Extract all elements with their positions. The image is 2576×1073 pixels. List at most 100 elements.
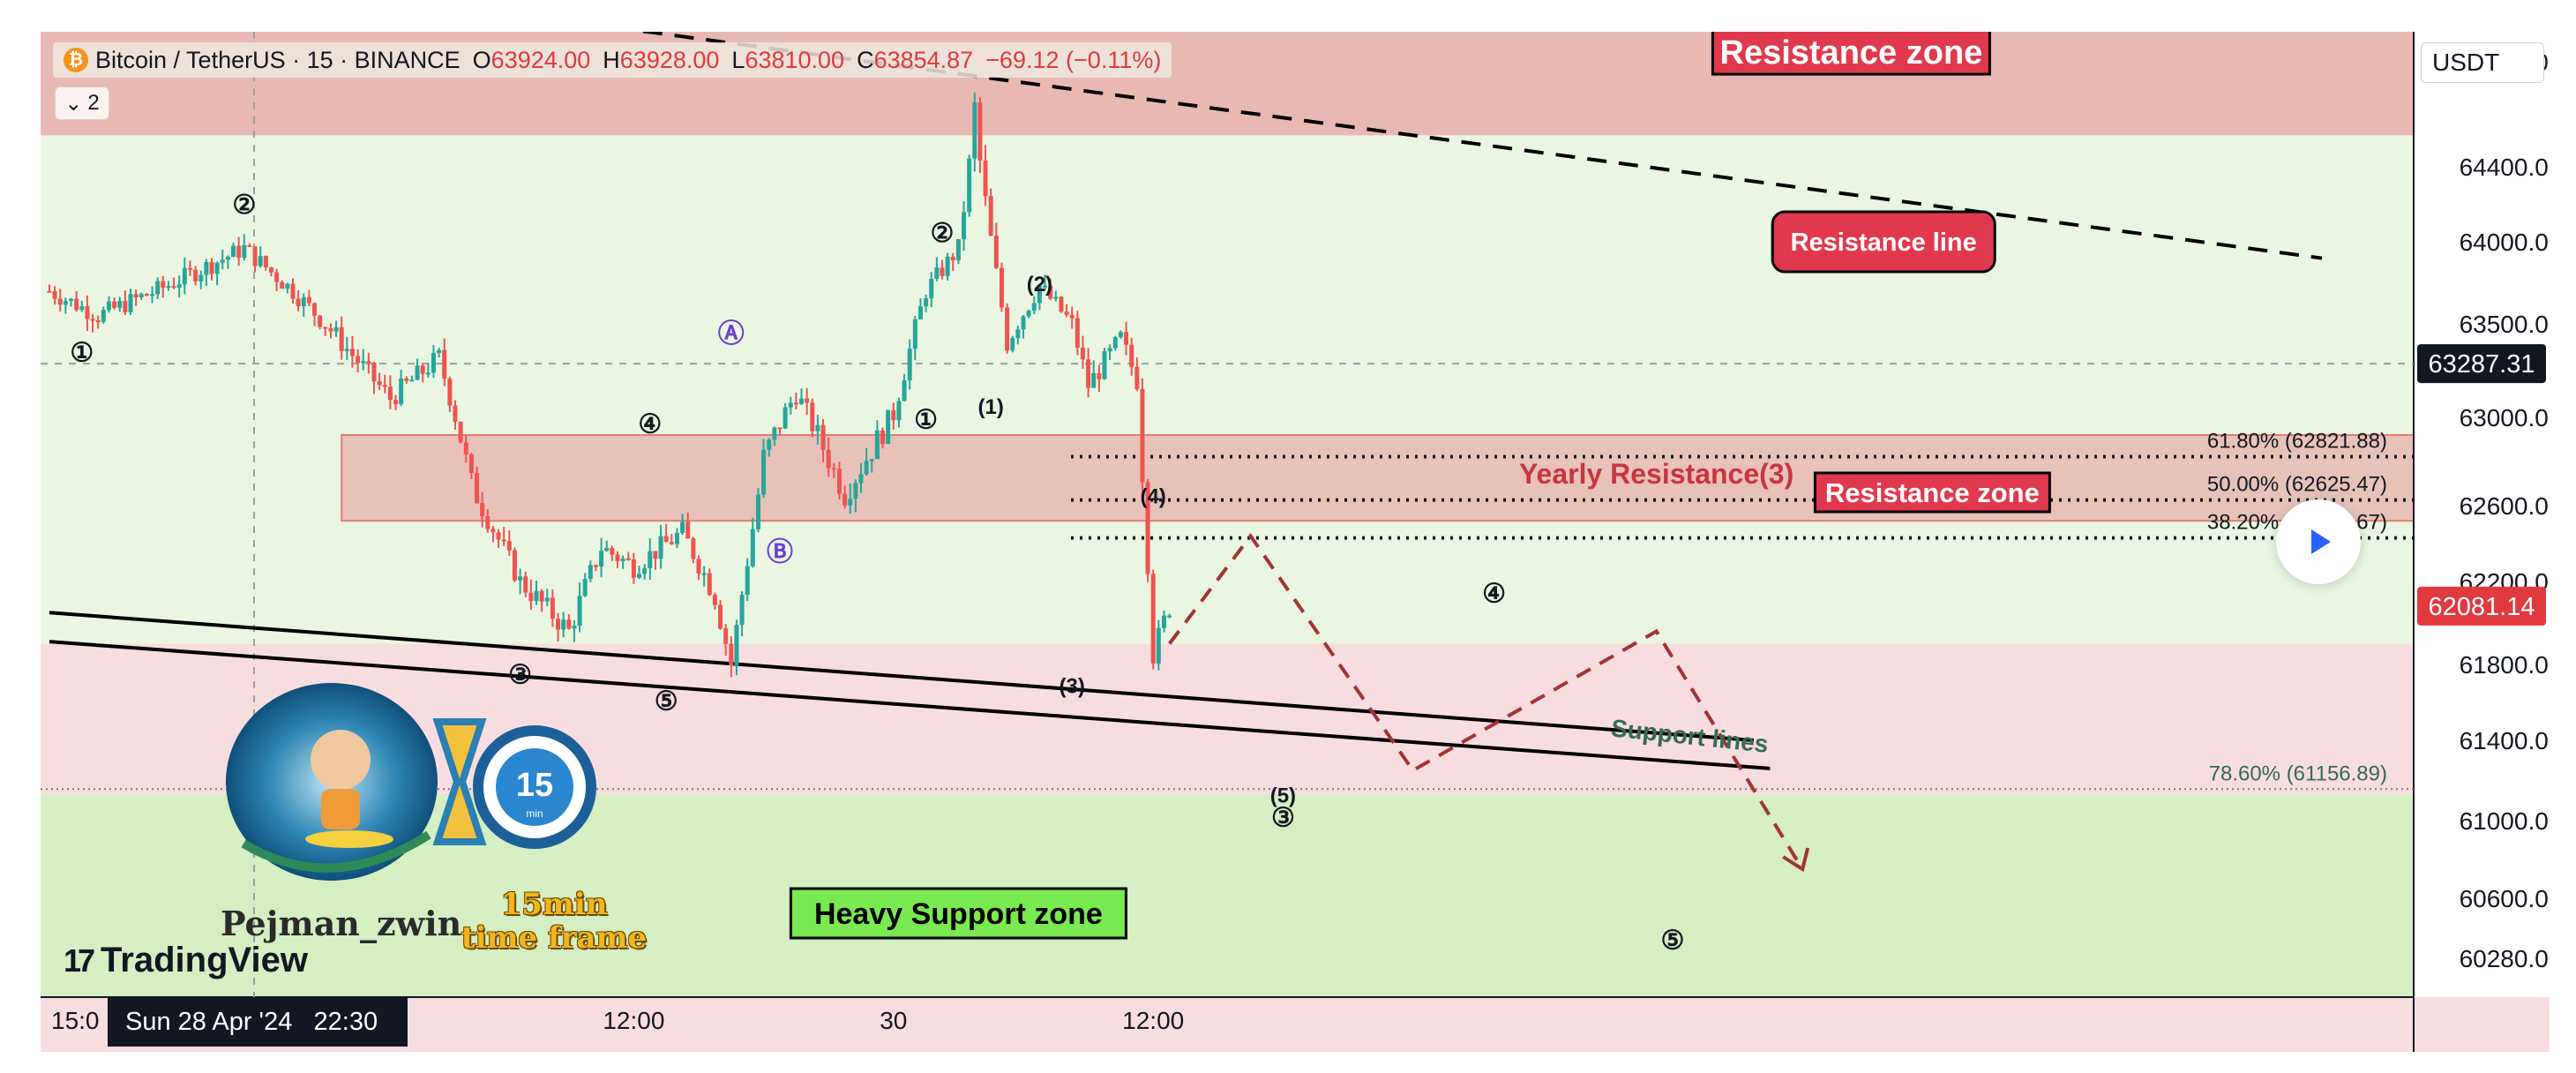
candle-body [653, 551, 658, 559]
candle-body [437, 349, 442, 353]
candle-body [572, 626, 577, 629]
candle-body [610, 547, 615, 555]
y-tick-label-4: 63000.00 [2460, 404, 2550, 431]
wave-label-6: Ⓑ [767, 537, 793, 567]
candle-body [691, 538, 696, 559]
candle-body [1069, 314, 1075, 319]
candle-body [1145, 482, 1150, 574]
candle-body [47, 290, 52, 293]
candle-body [155, 281, 161, 295]
candle-body [772, 427, 777, 440]
candle-body [993, 236, 999, 268]
candle-body [539, 590, 544, 602]
candle-body [123, 301, 128, 312]
projection-arrowhead [1782, 847, 1810, 873]
candle-body [577, 596, 582, 627]
wave-label-14: ④ [1482, 580, 1506, 609]
fib-label-1: 50.00% (62625.47) [2207, 473, 2387, 497]
candle-body [225, 257, 230, 260]
candle-body [886, 409, 891, 445]
candle-body [95, 320, 101, 323]
candle-body [415, 365, 420, 380]
candle-body [252, 246, 258, 266]
candle-body [556, 619, 561, 630]
candle-body [1015, 329, 1021, 339]
candle-body [544, 597, 550, 602]
candle-body [268, 267, 273, 273]
candle-body [1161, 615, 1166, 628]
tradingview-logo[interactable]: 17 TradingView [64, 941, 308, 980]
surfer-face [311, 730, 371, 790]
price-axis-background [2414, 32, 2550, 997]
timeframe-line-1: 15min [500, 887, 608, 922]
annotation-box-1 [1771, 210, 1996, 274]
candle-body [604, 547, 610, 552]
price-badge-current_price [2417, 586, 2546, 626]
candle-body [166, 286, 171, 289]
candle-body [680, 521, 685, 534]
candle-body [648, 551, 653, 568]
y-tick-label-2: 64000.00 [2460, 229, 2550, 256]
y-tick-label-11: 60280.00 [2460, 945, 2550, 972]
play-button[interactable] [2276, 499, 2361, 584]
candle-body [1134, 366, 1140, 389]
candle-body [815, 424, 820, 431]
candle-body [777, 427, 783, 430]
candle-body [204, 261, 209, 275]
candle-body [620, 558, 625, 561]
candle-body [1091, 372, 1097, 388]
candle-body [431, 352, 436, 373]
chart-canvas[interactable]: 61.80% (62821.88)50.00% (62625.47)38.20%… [41, 32, 2550, 1052]
candle-body [371, 363, 377, 382]
zone-1 [341, 434, 2415, 522]
trendline-2 [49, 640, 1771, 770]
symbol-title[interactable]: Bitcoin / TetherUS · 15 · BINANCE [95, 46, 461, 73]
candle-body [101, 310, 106, 322]
candle-body [701, 573, 707, 575]
candle-body [333, 326, 339, 332]
candle-body [209, 261, 214, 274]
candle-body [999, 267, 1004, 308]
candle-body [745, 566, 750, 596]
candle-body [842, 493, 848, 506]
currency-selector[interactable]: USDT [2421, 42, 2544, 83]
crosshair-date-label: Sun 28 Apr '24 22:30 [108, 997, 408, 1047]
candle-body [642, 567, 648, 574]
annotation-0: Resistance zone [1720, 34, 1983, 71]
wave-label-16: ③ [1271, 804, 1295, 833]
candle-body [955, 239, 961, 261]
candle-body [220, 259, 225, 263]
wave-label-0: ① [70, 338, 94, 367]
x-tick-label-1: 12:00 [603, 1007, 664, 1034]
candle-body [615, 554, 620, 561]
price-badge-label-crosshair_price: 63287.31 [2429, 350, 2535, 379]
ohlc-low-key: L [731, 46, 745, 73]
candle-body [399, 378, 404, 405]
wave-label-10: (1) [978, 395, 1004, 419]
candle-body [506, 541, 512, 551]
candle-body [420, 365, 425, 374]
candle-body [967, 158, 972, 213]
price-badge-crosshair_price [2417, 344, 2546, 384]
tradingview-icon: 17 [64, 942, 95, 979]
candle-body [1053, 296, 1059, 299]
chart-frame[interactable]: 61.80% (62821.88) 50.00% (62625.47) 38.20%… [41, 32, 2550, 1052]
candle-body [1156, 627, 1161, 664]
candle-body [637, 574, 642, 578]
candle-body [69, 298, 74, 302]
trendline-1 [49, 611, 1755, 742]
x-tick-label-3: 12:00 [1122, 1007, 1184, 1034]
timer-unit: min [526, 807, 543, 820]
candle-body [404, 378, 409, 381]
ohlc-high: 63928.00 [619, 46, 720, 73]
fib-label-3: 78.60% (61156.89) [2209, 762, 2387, 785]
candle-body [112, 301, 117, 308]
wave-label-12: (3) [1060, 674, 1085, 698]
y-tick-label-10: 60600.00 [2460, 885, 2550, 912]
candle-body [853, 483, 858, 499]
candle-body [339, 326, 344, 351]
collapse-indicators-button[interactable]: ⌄ 2 [55, 86, 109, 120]
candle-body [290, 283, 296, 299]
wave-projection-path [1168, 532, 1804, 871]
candle-body [696, 559, 701, 574]
